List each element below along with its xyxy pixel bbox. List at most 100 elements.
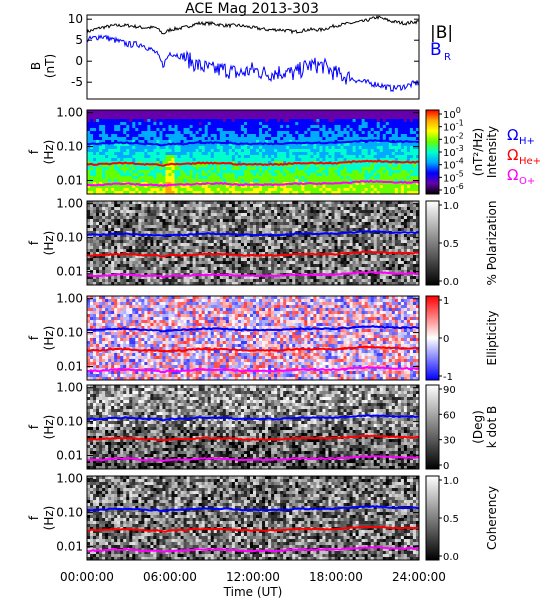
spectrogram-cell — [307, 110, 311, 114]
spectrogram-cell — [262, 252, 266, 256]
spectrogram-cell — [183, 264, 187, 268]
spectrogram-cell — [90, 231, 94, 235]
spectrogram-cell — [147, 204, 151, 208]
spectrogram-cell — [337, 185, 341, 189]
spectrogram-cell — [210, 179, 215, 183]
spectrogram-cell — [99, 128, 103, 132]
spectrogram-cell — [87, 255, 91, 259]
spectrogram-cell — [240, 270, 245, 274]
spectrogram-cell — [325, 131, 329, 135]
spectrogram-cell — [171, 134, 175, 138]
spectrogram-cell — [295, 143, 299, 147]
spectrogram-cell — [262, 128, 266, 132]
spectrogram-cell — [225, 204, 230, 208]
spectrogram-cell — [159, 185, 163, 189]
spectrogram-cell — [292, 170, 296, 174]
spectrogram-cell — [400, 125, 405, 129]
spectrogram-cell — [265, 173, 269, 177]
spectrogram-cell — [234, 228, 239, 232]
spectrogram-cell — [144, 188, 148, 192]
spectrogram-cell — [186, 279, 191, 283]
spectrogram-cell — [240, 243, 245, 247]
spectrogram-cell — [385, 110, 390, 114]
spectrogram-cell — [162, 137, 166, 141]
spectrogram-cell — [234, 249, 239, 253]
spectrogram-cell — [307, 143, 311, 147]
spectrogram-cell — [93, 264, 97, 268]
spectrogram-cell — [283, 255, 287, 259]
spectrogram-cell — [249, 279, 254, 283]
spectrogram-cell — [174, 164, 178, 168]
spectrogram-cell — [189, 173, 194, 177]
spectrogram-cell — [129, 179, 133, 183]
spectrogram-cell — [268, 179, 272, 183]
spectrogram-cell — [319, 179, 323, 183]
spectrogram-cell — [213, 261, 218, 265]
spectrogram-cell — [403, 182, 408, 186]
spectrogram-cell — [412, 128, 417, 132]
spectrogram-cell — [277, 204, 281, 208]
spectrogram-cell — [87, 240, 91, 244]
spectrogram-cell — [394, 137, 399, 141]
spectrogram-cell — [129, 191, 133, 195]
spectrogram-cell — [144, 204, 148, 208]
spectrogram-cell — [138, 128, 142, 132]
spectrogram-cell — [280, 155, 284, 159]
spectrogram-cell — [328, 122, 332, 126]
spectrogram-cell — [135, 228, 139, 232]
spectrogram-cell — [168, 261, 172, 265]
spectrogram-cell — [177, 140, 181, 144]
spectrogram-cell — [271, 276, 275, 280]
spectrogram-cell — [331, 170, 335, 174]
spectrogram-cell — [135, 116, 139, 120]
spectrogram-cell — [96, 282, 100, 286]
spectrogram-cell — [180, 176, 184, 180]
spectrogram-cell — [105, 213, 109, 217]
spectrogram-cell — [328, 119, 332, 123]
spectrogram-cell — [289, 146, 293, 150]
spectrogram-cell — [204, 167, 209, 171]
spectrogram-cell — [268, 276, 272, 280]
spectrogram-cell — [409, 131, 414, 135]
spectrogram-cell — [265, 137, 269, 141]
spectrogram-cell — [171, 201, 175, 205]
spectrogram-cell — [168, 255, 172, 259]
spectrogram-cell — [268, 216, 272, 220]
spectrogram-cell — [373, 140, 378, 144]
spectrogram-cell — [253, 222, 257, 226]
spectrogram-cell — [117, 249, 121, 253]
spectrogram-cell — [307, 170, 311, 174]
spectrogram-cell — [198, 282, 203, 286]
spectrogram-cell — [243, 137, 248, 141]
spectrogram-cell — [388, 155, 393, 159]
spectrogram-cell — [409, 110, 414, 114]
spectrogram-cell — [325, 170, 329, 174]
spectrogram-cell — [280, 140, 284, 144]
spectrogram-cell — [219, 164, 224, 168]
spectrogram-cell — [90, 207, 94, 211]
spectrogram-cell — [186, 167, 191, 171]
spectrogram-cell — [87, 158, 91, 162]
spectrogram-cell — [105, 143, 109, 147]
spectrogram-cell — [210, 279, 215, 283]
spectrogram-cell — [135, 270, 139, 274]
spectrogram-cell — [195, 134, 200, 138]
spectrogram-cell — [171, 185, 175, 189]
spectrogram-cell — [222, 261, 227, 265]
spectrogram-cell — [210, 270, 215, 274]
spectrogram-cell — [292, 122, 296, 126]
spectrogram-cell — [213, 176, 218, 180]
spectrogram-cell — [409, 173, 414, 177]
spectrogram-cell — [246, 164, 251, 168]
spectrogram-cell — [274, 210, 278, 214]
spectrogram-cell — [159, 122, 163, 126]
spectrogram-cell — [240, 276, 245, 280]
spectrogram-cell — [349, 191, 353, 195]
spectrogram-cell — [231, 237, 236, 241]
spectrogram-cell — [129, 125, 133, 129]
spectrogram-cell — [364, 131, 369, 135]
spectrogram-cell — [237, 110, 242, 114]
spectrogram-cell — [352, 182, 357, 186]
spectrogram-cell — [280, 134, 284, 138]
spectrogram-cell — [201, 267, 206, 271]
